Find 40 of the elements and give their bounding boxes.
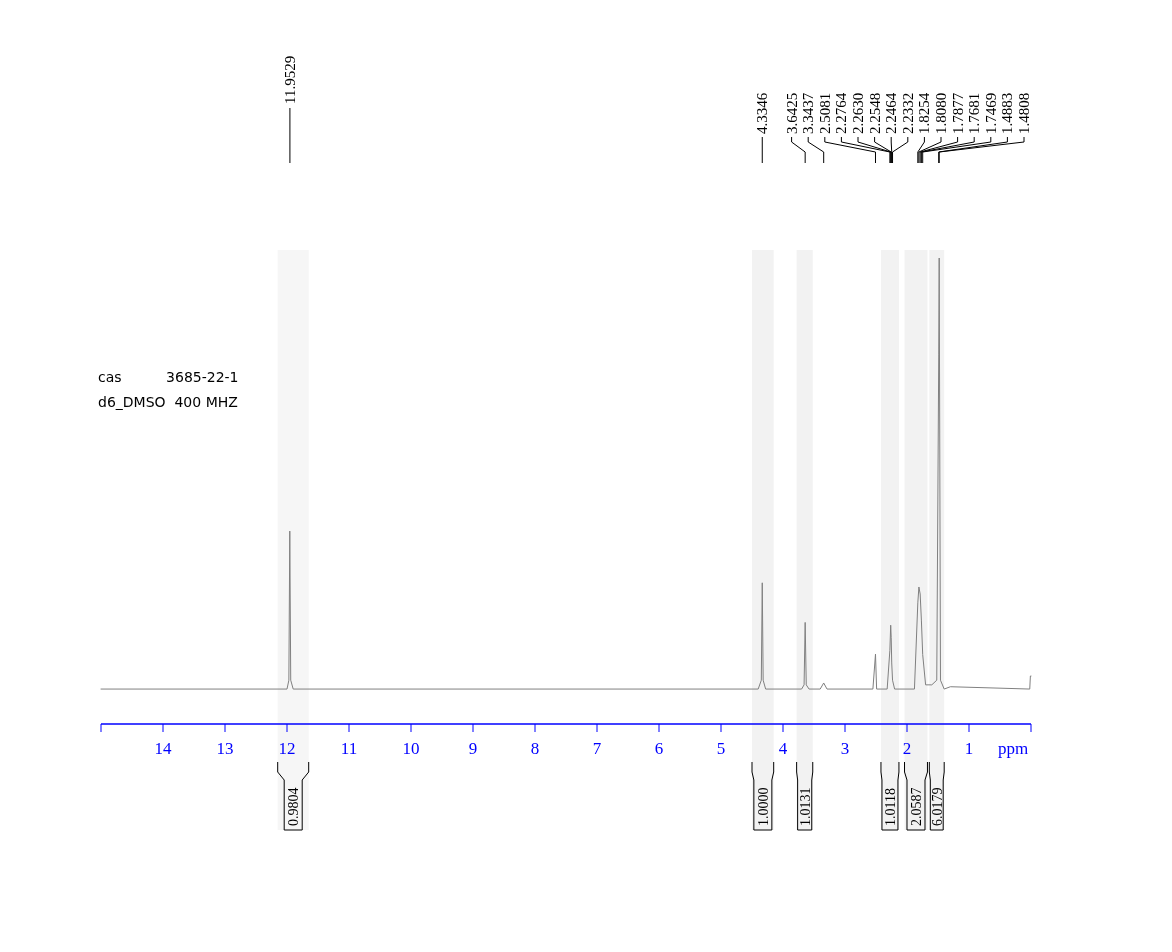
text: 2.2464 [883,92,900,134]
x-tick-label: 11 [340,739,358,758]
x-tick-label: 8 [530,739,540,758]
band-label: 1.0000 [755,787,771,826]
x-tick-label: 12 [278,739,296,758]
band-label: 6.0179 [929,787,945,826]
text: 11.9529 [281,55,298,104]
x-tick-label: 10 [402,739,420,758]
text: 2.2332 [899,92,916,134]
x-tick-label: 1 [964,739,974,758]
text: 2.2548 [866,92,883,134]
band-label: 1.0118 [882,788,898,826]
band-label: 2.0587 [908,787,924,826]
text: 1.8080 [933,92,949,134]
x-tick-label: 5 [716,739,726,758]
text: 1.4808 [1016,92,1032,134]
text: 4.3346 [754,92,771,134]
x-tick-label: 7 [592,739,602,758]
text: 2.2630 [850,92,866,134]
band-label: 0.9804 [286,787,302,826]
text: 3.6425 [783,92,800,134]
text: 2.5081 [816,92,833,134]
text: 1.4883 [999,92,1016,134]
x-tick-label: 6 [654,739,664,758]
x-tick-label: 13 [216,739,234,758]
x-tick-label: 14 [154,739,172,758]
x-tick-label: 4 [778,739,788,758]
text: 2.2764 [833,92,850,134]
x-tick-label: 2 [902,739,912,758]
annotation: cas 3685-22-1 [98,369,239,385]
text: 1.7469 [982,92,999,134]
x-tick-label: 9 [468,739,478,758]
x-axis-title: ppm [997,739,1029,758]
text: 1.7877 [949,92,966,134]
annotation: d6_DMSO 400 MHZ [98,394,238,410]
x-tick-label: 3 [840,739,850,758]
text: 1.7681 [966,92,983,134]
band-label: 1.0131 [797,787,813,826]
text: 1.8254 [916,92,933,134]
text: 3.3437 [800,92,817,134]
